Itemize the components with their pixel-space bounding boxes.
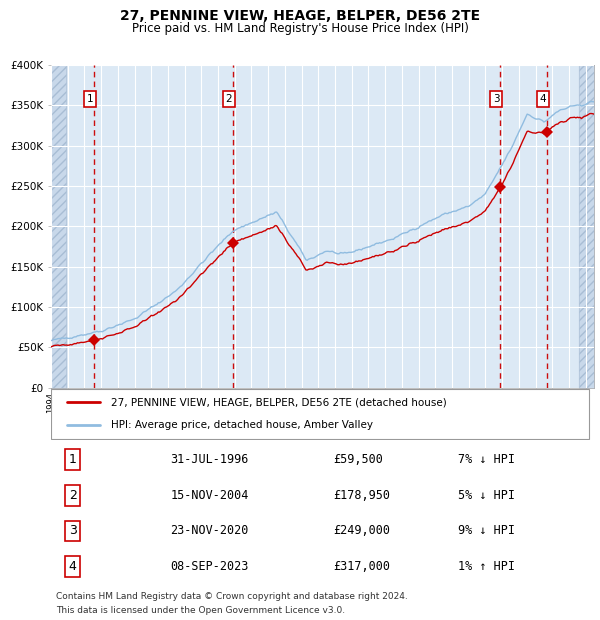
FancyBboxPatch shape [51,389,589,439]
Text: 3: 3 [69,525,77,538]
Text: £59,500: £59,500 [334,453,383,466]
Text: 1: 1 [69,453,77,466]
Text: 27, PENNINE VIEW, HEAGE, BELPER, DE56 2TE: 27, PENNINE VIEW, HEAGE, BELPER, DE56 2T… [120,9,480,24]
Text: £249,000: £249,000 [334,525,391,538]
Text: 7% ↓ HPI: 7% ↓ HPI [458,453,515,466]
Text: 1% ↑ HPI: 1% ↑ HPI [458,560,515,573]
Text: Contains HM Land Registry data © Crown copyright and database right 2024.: Contains HM Land Registry data © Crown c… [56,592,408,601]
Text: 08-SEP-2023: 08-SEP-2023 [170,560,249,573]
Text: 15-NOV-2004: 15-NOV-2004 [170,489,249,502]
Text: £317,000: £317,000 [334,560,391,573]
Text: 27, PENNINE VIEW, HEAGE, BELPER, DE56 2TE (detached house): 27, PENNINE VIEW, HEAGE, BELPER, DE56 2T… [111,397,446,407]
Text: £178,950: £178,950 [334,489,391,502]
Text: HPI: Average price, detached house, Amber Valley: HPI: Average price, detached house, Ambe… [111,420,373,430]
Text: 4: 4 [69,560,77,573]
Text: Price paid vs. HM Land Registry's House Price Index (HPI): Price paid vs. HM Land Registry's House … [131,22,469,35]
Text: 23-NOV-2020: 23-NOV-2020 [170,525,249,538]
Text: 2: 2 [69,489,77,502]
Text: This data is licensed under the Open Government Licence v3.0.: This data is licensed under the Open Gov… [56,606,346,615]
Text: 1: 1 [86,94,93,104]
Text: 9% ↓ HPI: 9% ↓ HPI [458,525,515,538]
Text: 5% ↓ HPI: 5% ↓ HPI [458,489,515,502]
Text: 31-JUL-1996: 31-JUL-1996 [170,453,249,466]
Text: 3: 3 [493,94,500,104]
Text: 2: 2 [225,94,232,104]
Text: 4: 4 [539,94,546,104]
